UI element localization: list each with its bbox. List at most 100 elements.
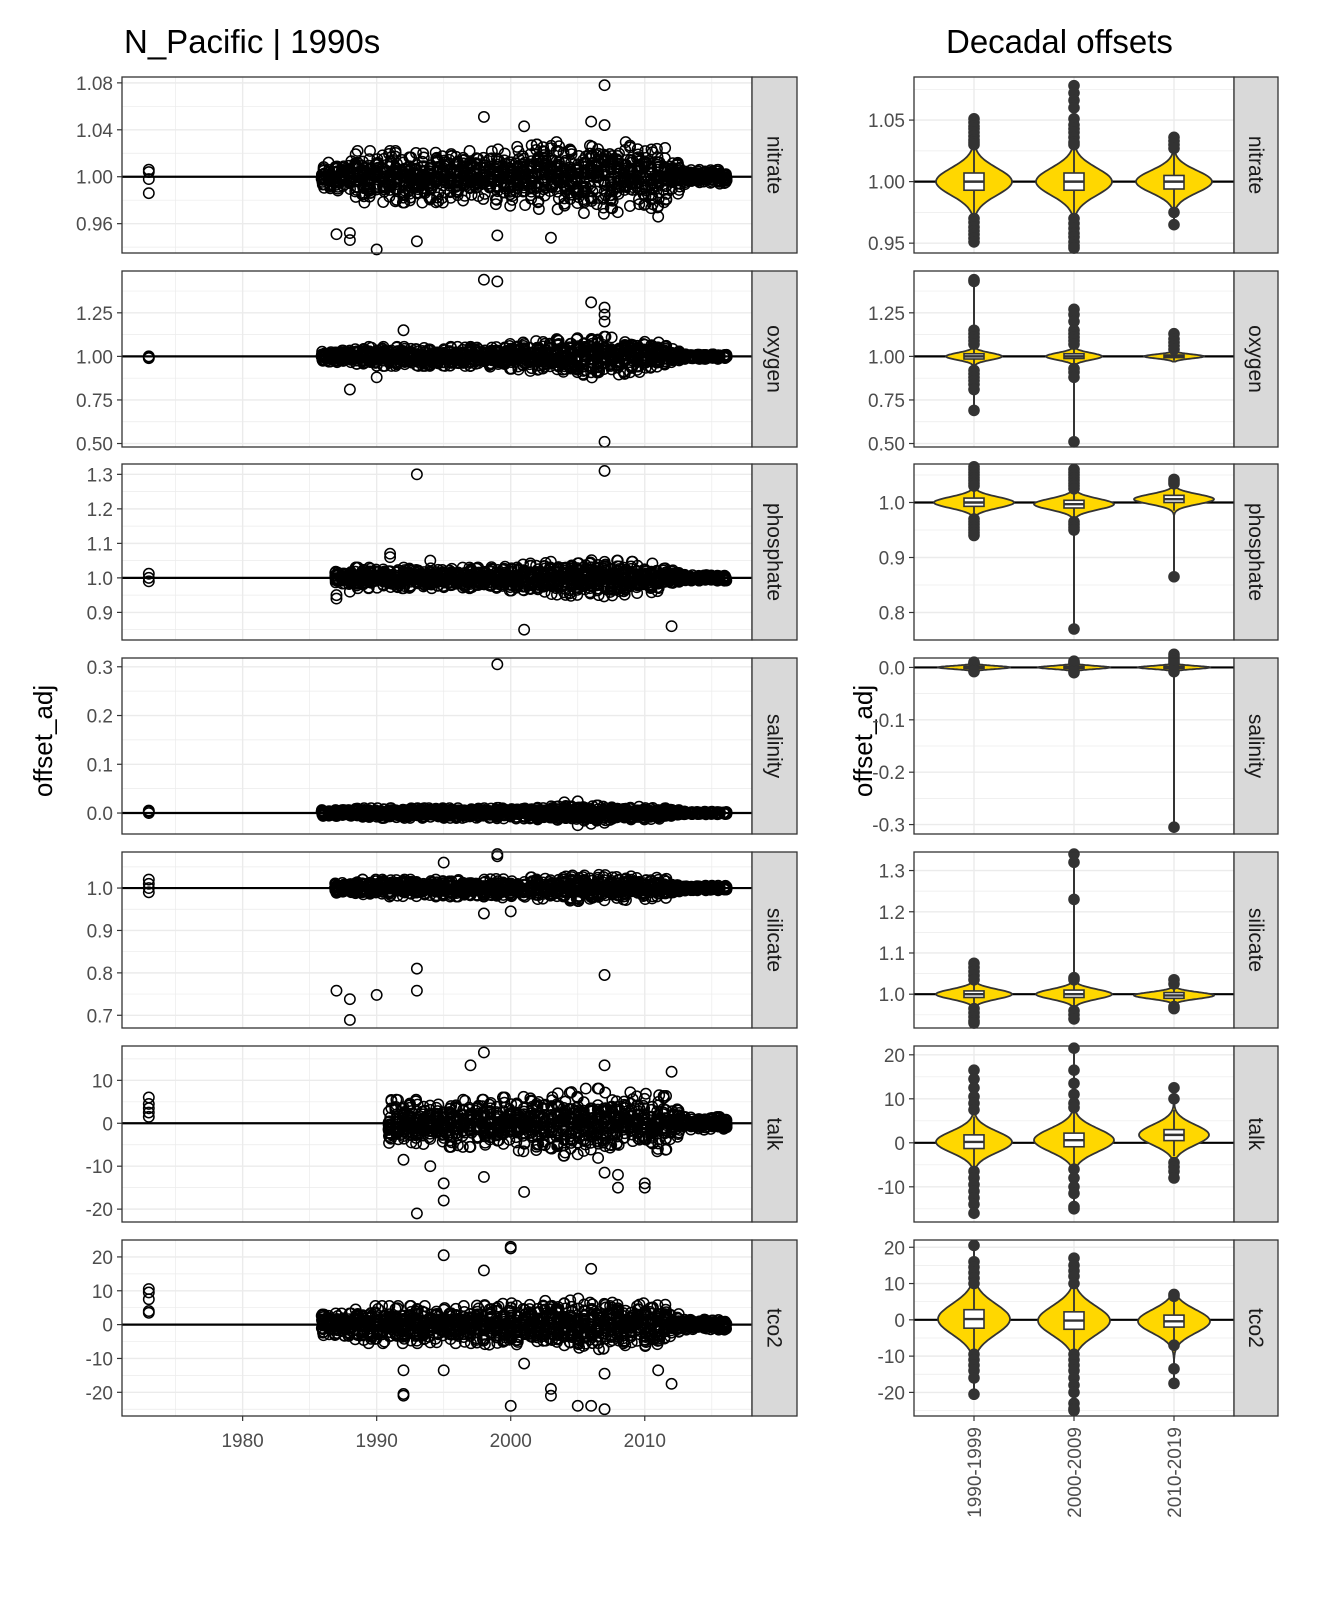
y-tick-label: 1.00 — [76, 347, 113, 368]
data-point — [585, 115, 598, 128]
data-point — [330, 228, 343, 241]
scatter-points-salinity — [142, 658, 733, 832]
data-point — [537, 152, 550, 165]
data-point — [335, 163, 348, 176]
y-tick-label: 1.0 — [87, 569, 113, 590]
data-point — [329, 171, 342, 184]
scatter-panel-nitrate: 0.96 1.00 1.04 1.08 nitrate — [76, 74, 798, 256]
data-point — [611, 153, 624, 166]
data-point — [598, 79, 611, 92]
data-point — [571, 197, 584, 210]
data-point — [578, 161, 591, 174]
data-point — [443, 173, 456, 186]
y-tick-label: 1.08 — [76, 74, 113, 95]
data-point — [429, 176, 442, 189]
data-point — [598, 435, 611, 448]
data-point — [491, 275, 504, 288]
y-tick-label: 0.75 — [76, 391, 113, 412]
data-point — [565, 148, 578, 161]
right-chart-title: Decadal offsets — [946, 23, 1173, 60]
data-point — [463, 144, 476, 157]
data-point — [519, 199, 532, 211]
data-point — [491, 229, 504, 242]
data-point — [450, 150, 463, 163]
data-point — [592, 192, 605, 204]
panel-border — [121, 463, 753, 641]
data-point — [537, 141, 550, 154]
facet-strip-label: oxygen — [763, 325, 786, 393]
scatter-points-oxygen — [142, 273, 733, 448]
data-point — [477, 193, 490, 205]
data-point — [598, 119, 611, 132]
data-point — [557, 146, 570, 159]
left-y-axis-label: offset_adj — [28, 685, 58, 797]
data-point — [525, 192, 538, 205]
data-point — [457, 194, 470, 207]
facet-strip-label: phosphate — [763, 503, 786, 601]
data-point — [429, 146, 442, 159]
data-point — [485, 152, 498, 165]
y-tick-label: 1.3 — [87, 465, 113, 486]
y-tick-label: 0.9 — [87, 603, 113, 624]
data-point — [597, 192, 610, 205]
y-tick-label: 1.04 — [76, 121, 113, 142]
y-tick-label: 0.2 — [87, 707, 113, 728]
data-point — [577, 207, 590, 219]
data-point — [532, 203, 545, 215]
data-point — [477, 273, 490, 286]
left-chart-title: N_Pacific | 1990s — [124, 23, 380, 60]
y-tick-label: 1.00 — [76, 168, 113, 189]
data-point — [343, 227, 356, 240]
data-point — [364, 144, 376, 157]
y-tick-label: 1.2 — [87, 500, 113, 521]
scatter-panel-phosphate: 0.9 1.0 1.1 1.2 1.3 phosphate — [87, 463, 798, 641]
scatter-points-phosphate — [142, 464, 733, 636]
data-point — [611, 206, 624, 219]
y-tick-label: 0.50 — [76, 435, 113, 456]
data-point — [436, 192, 449, 204]
y-tick-label: 0.0 — [87, 804, 113, 825]
data-point — [397, 324, 410, 337]
scatter-panel-oxygen: 0.50 0.75 1.00 1.25 oxygen — [76, 270, 798, 456]
y-tick-label: 1.1 — [87, 534, 113, 555]
data-point — [605, 331, 618, 344]
data-point — [544, 170, 557, 183]
data-point — [503, 158, 516, 171]
data-point — [597, 148, 610, 161]
data-point — [489, 198, 502, 211]
data-point — [531, 138, 543, 151]
data-point — [343, 383, 356, 396]
y-tick-label: 1.25 — [76, 304, 113, 325]
data-point — [517, 178, 530, 191]
data-point — [544, 231, 557, 244]
data-point — [583, 175, 596, 188]
scatter-points-nitrate — [142, 79, 733, 256]
data-point — [417, 147, 430, 160]
data-point — [349, 190, 362, 203]
data-point — [612, 188, 625, 200]
data-point — [597, 207, 610, 220]
data-point — [571, 183, 584, 196]
right-y-axis-label: offset_adj — [848, 685, 878, 797]
data-point — [397, 188, 410, 201]
data-point — [484, 181, 497, 194]
data-point — [363, 190, 376, 203]
data-point — [490, 193, 503, 206]
data-point — [577, 193, 590, 206]
data-point — [597, 201, 610, 214]
y-tick-label: 0.1 — [87, 755, 113, 776]
data-point — [349, 148, 362, 161]
y-tick-label: 0.3 — [87, 658, 113, 679]
data-point — [451, 186, 464, 199]
data-point — [585, 296, 598, 309]
facet-strip-label: nitrate — [763, 136, 786, 194]
data-point — [458, 157, 471, 170]
data-point — [511, 140, 524, 153]
y-tick-label: 0.96 — [76, 215, 113, 236]
data-point — [142, 187, 155, 200]
data-point — [477, 110, 490, 123]
left-scatter-chart: 0.96 1.00 1.04 1.08 nitrate 0.50 0.75 1.00 1.25 o… — [76, 74, 798, 1452]
data-point — [389, 144, 402, 157]
